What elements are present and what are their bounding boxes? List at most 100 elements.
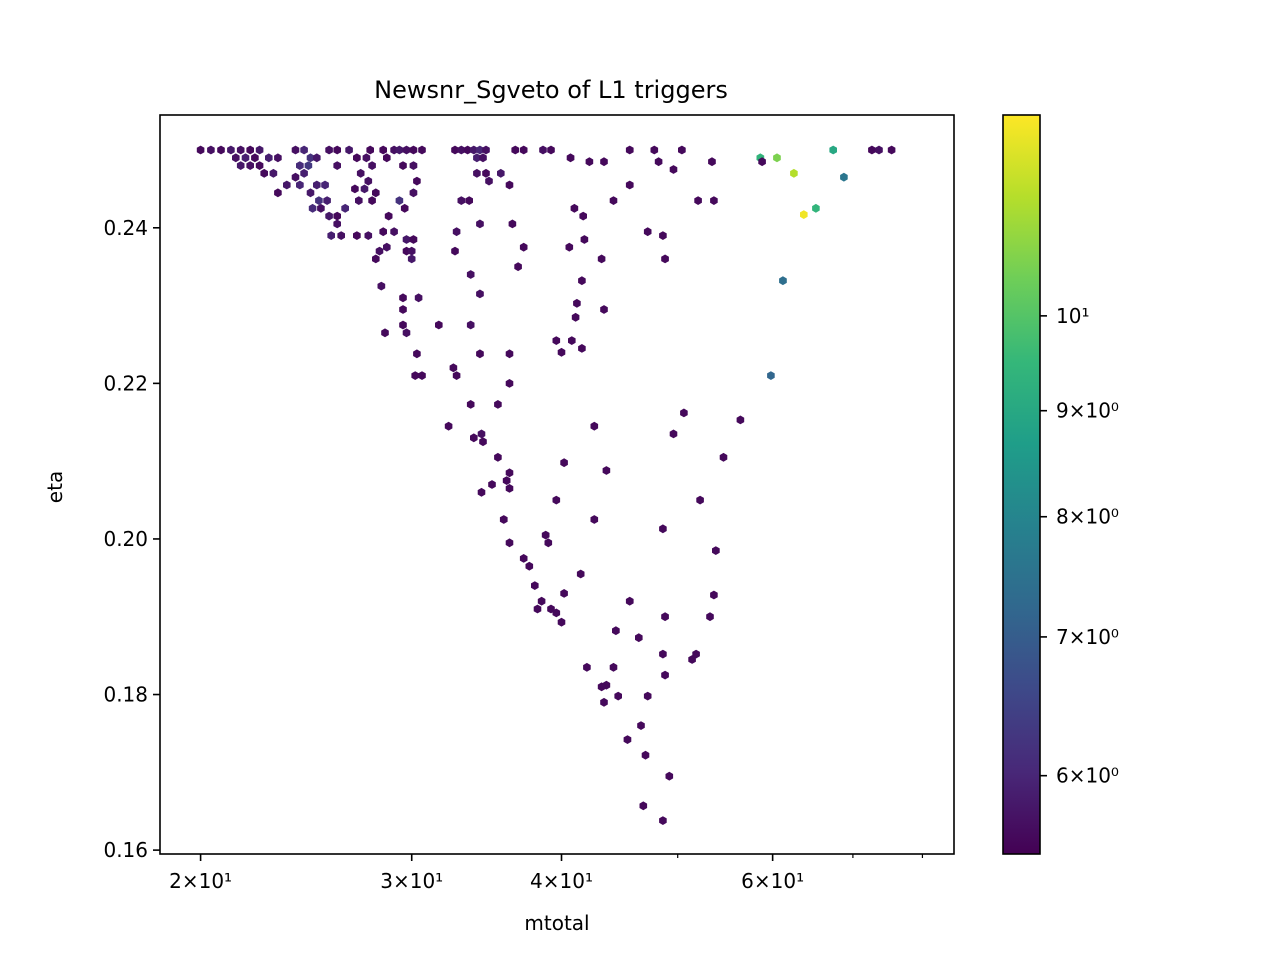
hexbin-cell — [710, 196, 718, 205]
hexbin-cell — [360, 184, 369, 194]
hexbin-cell — [600, 697, 608, 707]
hexbin-cell — [402, 328, 411, 338]
hexbin-cell — [625, 145, 634, 155]
hexbin-cell — [758, 157, 766, 167]
hexbin-cell — [680, 408, 688, 418]
hexbin-cell — [444, 421, 453, 431]
hexbin-cell — [552, 608, 561, 618]
x-tick-label: 6×10¹ — [741, 869, 804, 893]
hexbin-cell — [609, 662, 618, 672]
hexbin-cell — [706, 612, 714, 622]
hexbin-cell — [372, 254, 380, 264]
hexbin-cell — [560, 458, 568, 468]
hexbin-cell — [485, 176, 493, 186]
hexbin-cell — [625, 596, 634, 606]
hexbin-cell — [659, 524, 667, 534]
hexbin-cell — [868, 145, 876, 155]
hexbin-cell — [333, 161, 341, 170]
y-axis-label: eta — [43, 471, 67, 503]
hexbin-cell — [696, 495, 704, 505]
hexbin-cell — [395, 196, 404, 205]
hexbin-cell — [654, 157, 663, 167]
hexbin-cell — [407, 254, 416, 264]
hexbin-cell — [306, 153, 315, 163]
hexbin-cell — [327, 231, 335, 240]
y-tick-label: 0.16 — [103, 838, 148, 862]
hexbin-cell — [337, 231, 345, 240]
hexbin-cell — [451, 145, 459, 155]
hexbin-cell — [325, 145, 333, 155]
hexbin-cell — [353, 153, 361, 163]
hexbin-cell — [463, 145, 472, 155]
hexbin-cell — [227, 145, 235, 155]
hexbin-cell — [477, 487, 486, 497]
hexbin-cell — [531, 581, 539, 590]
hexbin-cell — [413, 176, 421, 186]
hexbin-cell — [246, 161, 254, 170]
y-tick-label: 0.20 — [103, 527, 148, 551]
hexbin-cell — [537, 596, 546, 606]
hexbin-cell — [300, 168, 308, 178]
colorbar-tick-label: 7×10⁰ — [1056, 625, 1119, 649]
hexbin-cell — [260, 168, 268, 178]
hexbin-cell — [597, 254, 606, 264]
hexbin-cell — [333, 145, 341, 155]
hexbin-cell — [519, 145, 528, 155]
hexbin-cell — [602, 466, 611, 475]
hexbin-cell — [473, 168, 481, 178]
hexbin-cell — [402, 235, 411, 244]
hexbin-cell — [578, 344, 586, 353]
hexbin-cell — [255, 161, 264, 170]
hexbin-cell — [505, 379, 514, 388]
hexbin-cell — [355, 196, 363, 205]
hexbin-cell — [390, 227, 398, 237]
hexbin-cell — [232, 153, 240, 163]
hexbin-cell — [399, 161, 407, 170]
hexbin-cell — [384, 211, 393, 221]
hexbin-cell — [296, 180, 304, 190]
hexbin-cell — [409, 161, 418, 170]
hexbin-cell — [449, 363, 458, 373]
hexbin-cell — [196, 145, 205, 155]
hexbin-cell — [669, 165, 678, 174]
hexbin-cell — [409, 145, 418, 155]
hexbin-cell — [600, 157, 608, 167]
hexbin-cell — [395, 145, 404, 155]
hexbin-cell — [499, 515, 508, 524]
hexbin-cell — [678, 145, 686, 155]
hexbin-cell — [659, 816, 667, 825]
hexbin-cell — [313, 180, 321, 190]
x-axis: 2×10¹ 3×10¹ 4×10¹ 6×10¹ — [169, 854, 924, 893]
hexbin-cell — [402, 145, 411, 155]
y-tick-label: 0.24 — [103, 216, 148, 240]
hexbin-cell — [274, 153, 282, 163]
hexbin-cell — [541, 530, 550, 540]
plot-area — [159, 114, 955, 855]
hexbin-cell — [800, 210, 808, 219]
colorbar: 6×10⁰ 7×10⁰ 8×10⁰ 9×10⁰ 10¹ — [1002, 114, 1119, 855]
hexbin-cells — [196, 145, 896, 825]
hexbin-cell — [383, 153, 391, 163]
hexbin-cell — [351, 184, 359, 194]
hexbin-cell — [773, 153, 781, 163]
hexbin-cell — [488, 480, 496, 489]
hexbin-cell — [669, 429, 678, 439]
hexbin-cell — [511, 145, 520, 155]
hexbin-cell — [566, 153, 575, 163]
hexbin-cell — [590, 421, 599, 431]
plot-frame — [159, 114, 955, 855]
hexbin-cell — [368, 196, 376, 205]
hexbin-cell — [465, 196, 473, 205]
hexbin-cell — [829, 145, 837, 155]
hexbin-cell — [812, 203, 820, 213]
colorbar-tick-label: 6×10⁰ — [1056, 764, 1119, 788]
hexbin-cell — [383, 242, 391, 252]
hexbin-cell — [576, 569, 585, 579]
hexbin-cell — [251, 153, 259, 163]
hexbin-cell — [767, 371, 775, 380]
hexbin-cell — [505, 349, 514, 359]
hexbin-cell — [875, 145, 883, 155]
x-tick-label: 3×10¹ — [380, 869, 443, 893]
hexbin-cell — [571, 312, 580, 322]
hexbin-cell — [519, 242, 528, 252]
